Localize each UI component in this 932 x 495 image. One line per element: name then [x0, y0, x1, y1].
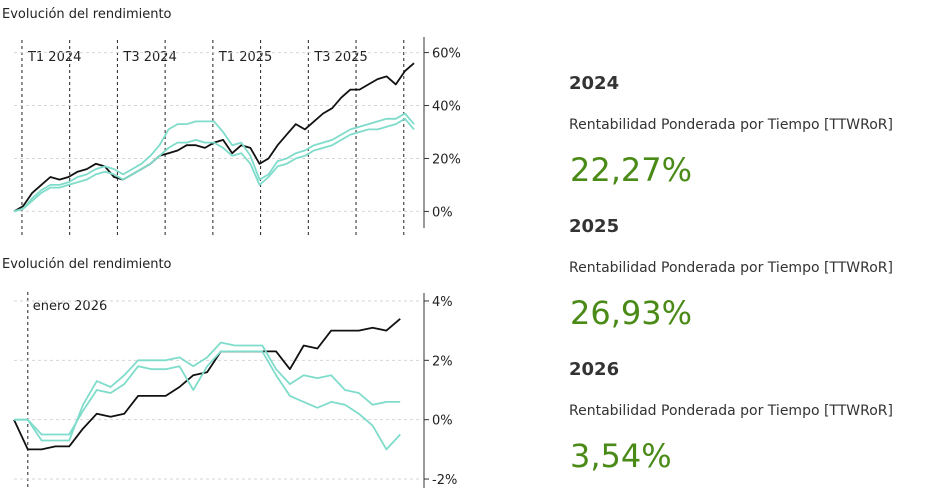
chart-title-bottom: Evolución del rendimiento: [2, 257, 172, 272]
y-tick-label: 0%: [432, 414, 453, 429]
quarter-label: T3 2024: [122, 50, 176, 65]
performance-chart-bottom: 4% 2% 0% -2% enero 2026: [13, 292, 457, 490]
summary-value-2024: 22,27%: [570, 151, 693, 189]
series-line--ndice-2: [14, 350, 401, 451]
series-line-cartera: [13, 318, 401, 451]
summary-value-2026: 3,54%: [570, 437, 672, 475]
summary-year-2025: 2025: [569, 216, 620, 237]
y-tick-label: 60%: [432, 47, 461, 62]
performance-chart-top: 0% 20% 40% 60% T1 2024 T3 2024 T1 2025 T3 2025: [13, 37, 461, 235]
quarter-label: T3 2025: [313, 50, 367, 65]
summary-metric-2024: Rentabilidad Ponderada por Tiempo [TTWRo…: [569, 117, 893, 133]
series-line-cartera: [13, 62, 415, 213]
y-tick-label: 4%: [432, 295, 453, 310]
summary-value-2025: 26,93%: [570, 294, 693, 332]
month-label: enero 2026: [33, 299, 107, 314]
y-tick-label: 40%: [432, 100, 461, 115]
series-line--ndice-1: [13, 112, 415, 213]
summary-year-2024: 2024: [569, 73, 620, 94]
quarter-label: T1 2024: [27, 50, 81, 65]
y-tick-label: -2%: [432, 473, 457, 488]
y-tick-label: 2%: [432, 354, 453, 369]
series-line--ndice-2: [13, 117, 415, 213]
quarter-label: T1 2025: [218, 50, 272, 65]
summary-metric-2026: Rentabilidad Ponderada por Tiempo [TTWRo…: [569, 403, 893, 419]
series-line--ndice-1: [14, 341, 401, 442]
y-tick-label: 20%: [432, 152, 461, 167]
chart-title-top: Evolución del rendimiento: [2, 7, 172, 22]
summary-year-2026: 2026: [569, 359, 620, 380]
summary-metric-2025: Rentabilidad Ponderada por Tiempo [TTWRo…: [569, 260, 893, 276]
y-tick-label: 0%: [432, 205, 453, 220]
